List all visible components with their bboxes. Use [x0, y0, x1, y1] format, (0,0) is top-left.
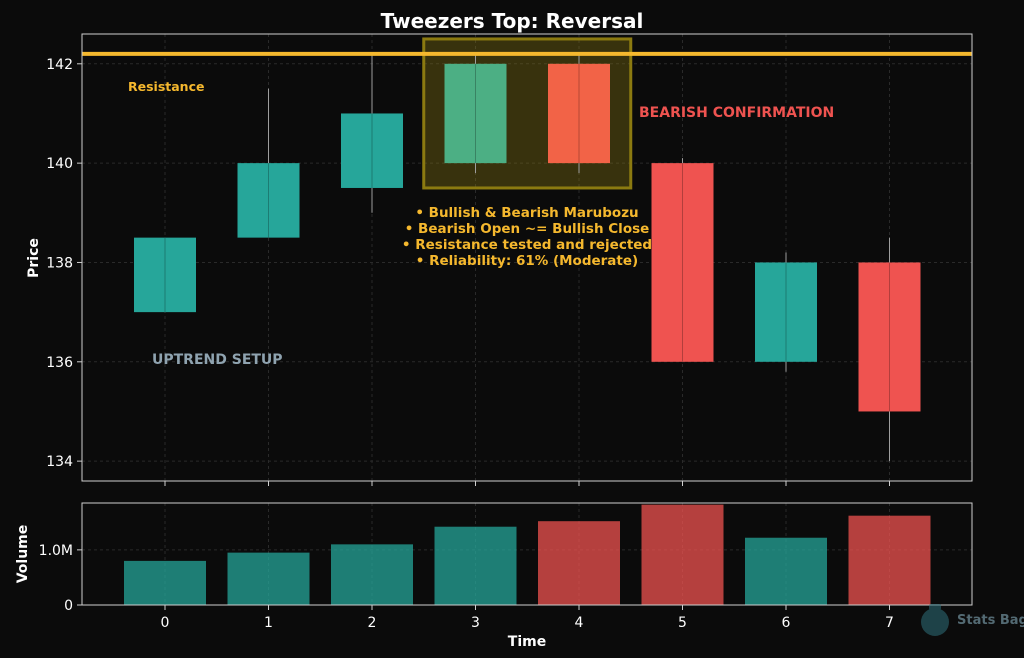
pattern-note: • Reliability: 61% (Moderate) — [416, 253, 638, 269]
bearish-confirmation-label: BEARISH CONFIRMATION — [639, 105, 834, 121]
pattern-note: • Bearish Open ~= Bullish Close — [405, 221, 650, 237]
volume-bar — [745, 537, 827, 605]
volume-bar — [848, 515, 931, 605]
x-tick-label: 1 — [264, 615, 273, 631]
price-tick-label: 138 — [46, 255, 73, 271]
resistance-label: Resistance — [128, 79, 204, 94]
volume-panel: 0 1.0M 0 1 2 3 4 5 6 7 Volume Time — [15, 502, 973, 650]
bullish-candle — [755, 262, 817, 362]
volume-tick-label: 0 — [64, 598, 73, 614]
price-panel: 134 136 138 140 142 Price Resistance UPTREND… — [26, 33, 973, 486]
bearish-candle — [548, 63, 610, 164]
price-panel-frame — [81, 33, 973, 482]
x-tick-label: 7 — [885, 615, 894, 631]
uptrend-label: UPTREND SETUP — [152, 352, 283, 368]
bearish-candle — [651, 163, 714, 362]
money-bag-knot — [929, 604, 941, 610]
volume-bar — [434, 526, 517, 605]
pattern-note: • Resistance tested and rejected — [402, 237, 652, 253]
price-tick-label: 134 — [46, 454, 73, 470]
bullish-candle — [134, 237, 196, 313]
price-tick-label: 140 — [46, 156, 73, 172]
stats-bag-watermark: Stats Bag — [921, 604, 1024, 636]
volume-grid — [82, 503, 972, 606]
x-tick-label: 2 — [368, 615, 377, 631]
pattern-notes: • Bullish & Bearish Marubozu • Bearish O… — [402, 205, 652, 269]
bullish-candle — [341, 113, 403, 188]
x-tick-label: 6 — [782, 615, 791, 631]
volume-bar — [124, 560, 206, 605]
volume-axis-title: Volume — [15, 525, 31, 584]
pattern-note: • Bullish & Bearish Marubozu — [415, 205, 638, 221]
x-tick-label: 3 — [471, 615, 480, 631]
price-tick-label: 136 — [46, 355, 73, 371]
watermark-text: Stats Bag — [957, 613, 1024, 628]
x-axis-ticks: 0 1 2 3 4 5 6 7 — [161, 605, 894, 631]
price-axis-title: Price — [26, 238, 42, 278]
volume-bar — [538, 521, 620, 605]
volume-bar — [641, 504, 724, 605]
price-y-ticks: 134 136 138 140 142 — [46, 57, 82, 470]
price-x-ticks — [164, 481, 890, 486]
volume-bar — [331, 544, 413, 605]
candles-layer — [134, 53, 921, 462]
x-axis-title: Time — [508, 634, 546, 650]
price-tick-label: 142 — [46, 57, 73, 73]
x-tick-label: 0 — [161, 615, 170, 631]
chart-title: Tweezers Top: Reversal — [381, 9, 644, 33]
bearish-candle — [858, 262, 921, 412]
bullish-candle — [237, 163, 300, 238]
money-bag-icon — [921, 608, 949, 636]
x-tick-label: 5 — [678, 615, 687, 631]
volume-bar — [227, 552, 310, 605]
volume-panel-frame — [81, 502, 973, 606]
volume-tick-label: 1.0M — [39, 543, 73, 559]
volume-bars — [124, 504, 931, 605]
x-tick-label: 4 — [575, 615, 584, 631]
volume-y-ticks: 0 1.0M — [39, 543, 82, 614]
bullish-candle — [444, 63, 507, 164]
